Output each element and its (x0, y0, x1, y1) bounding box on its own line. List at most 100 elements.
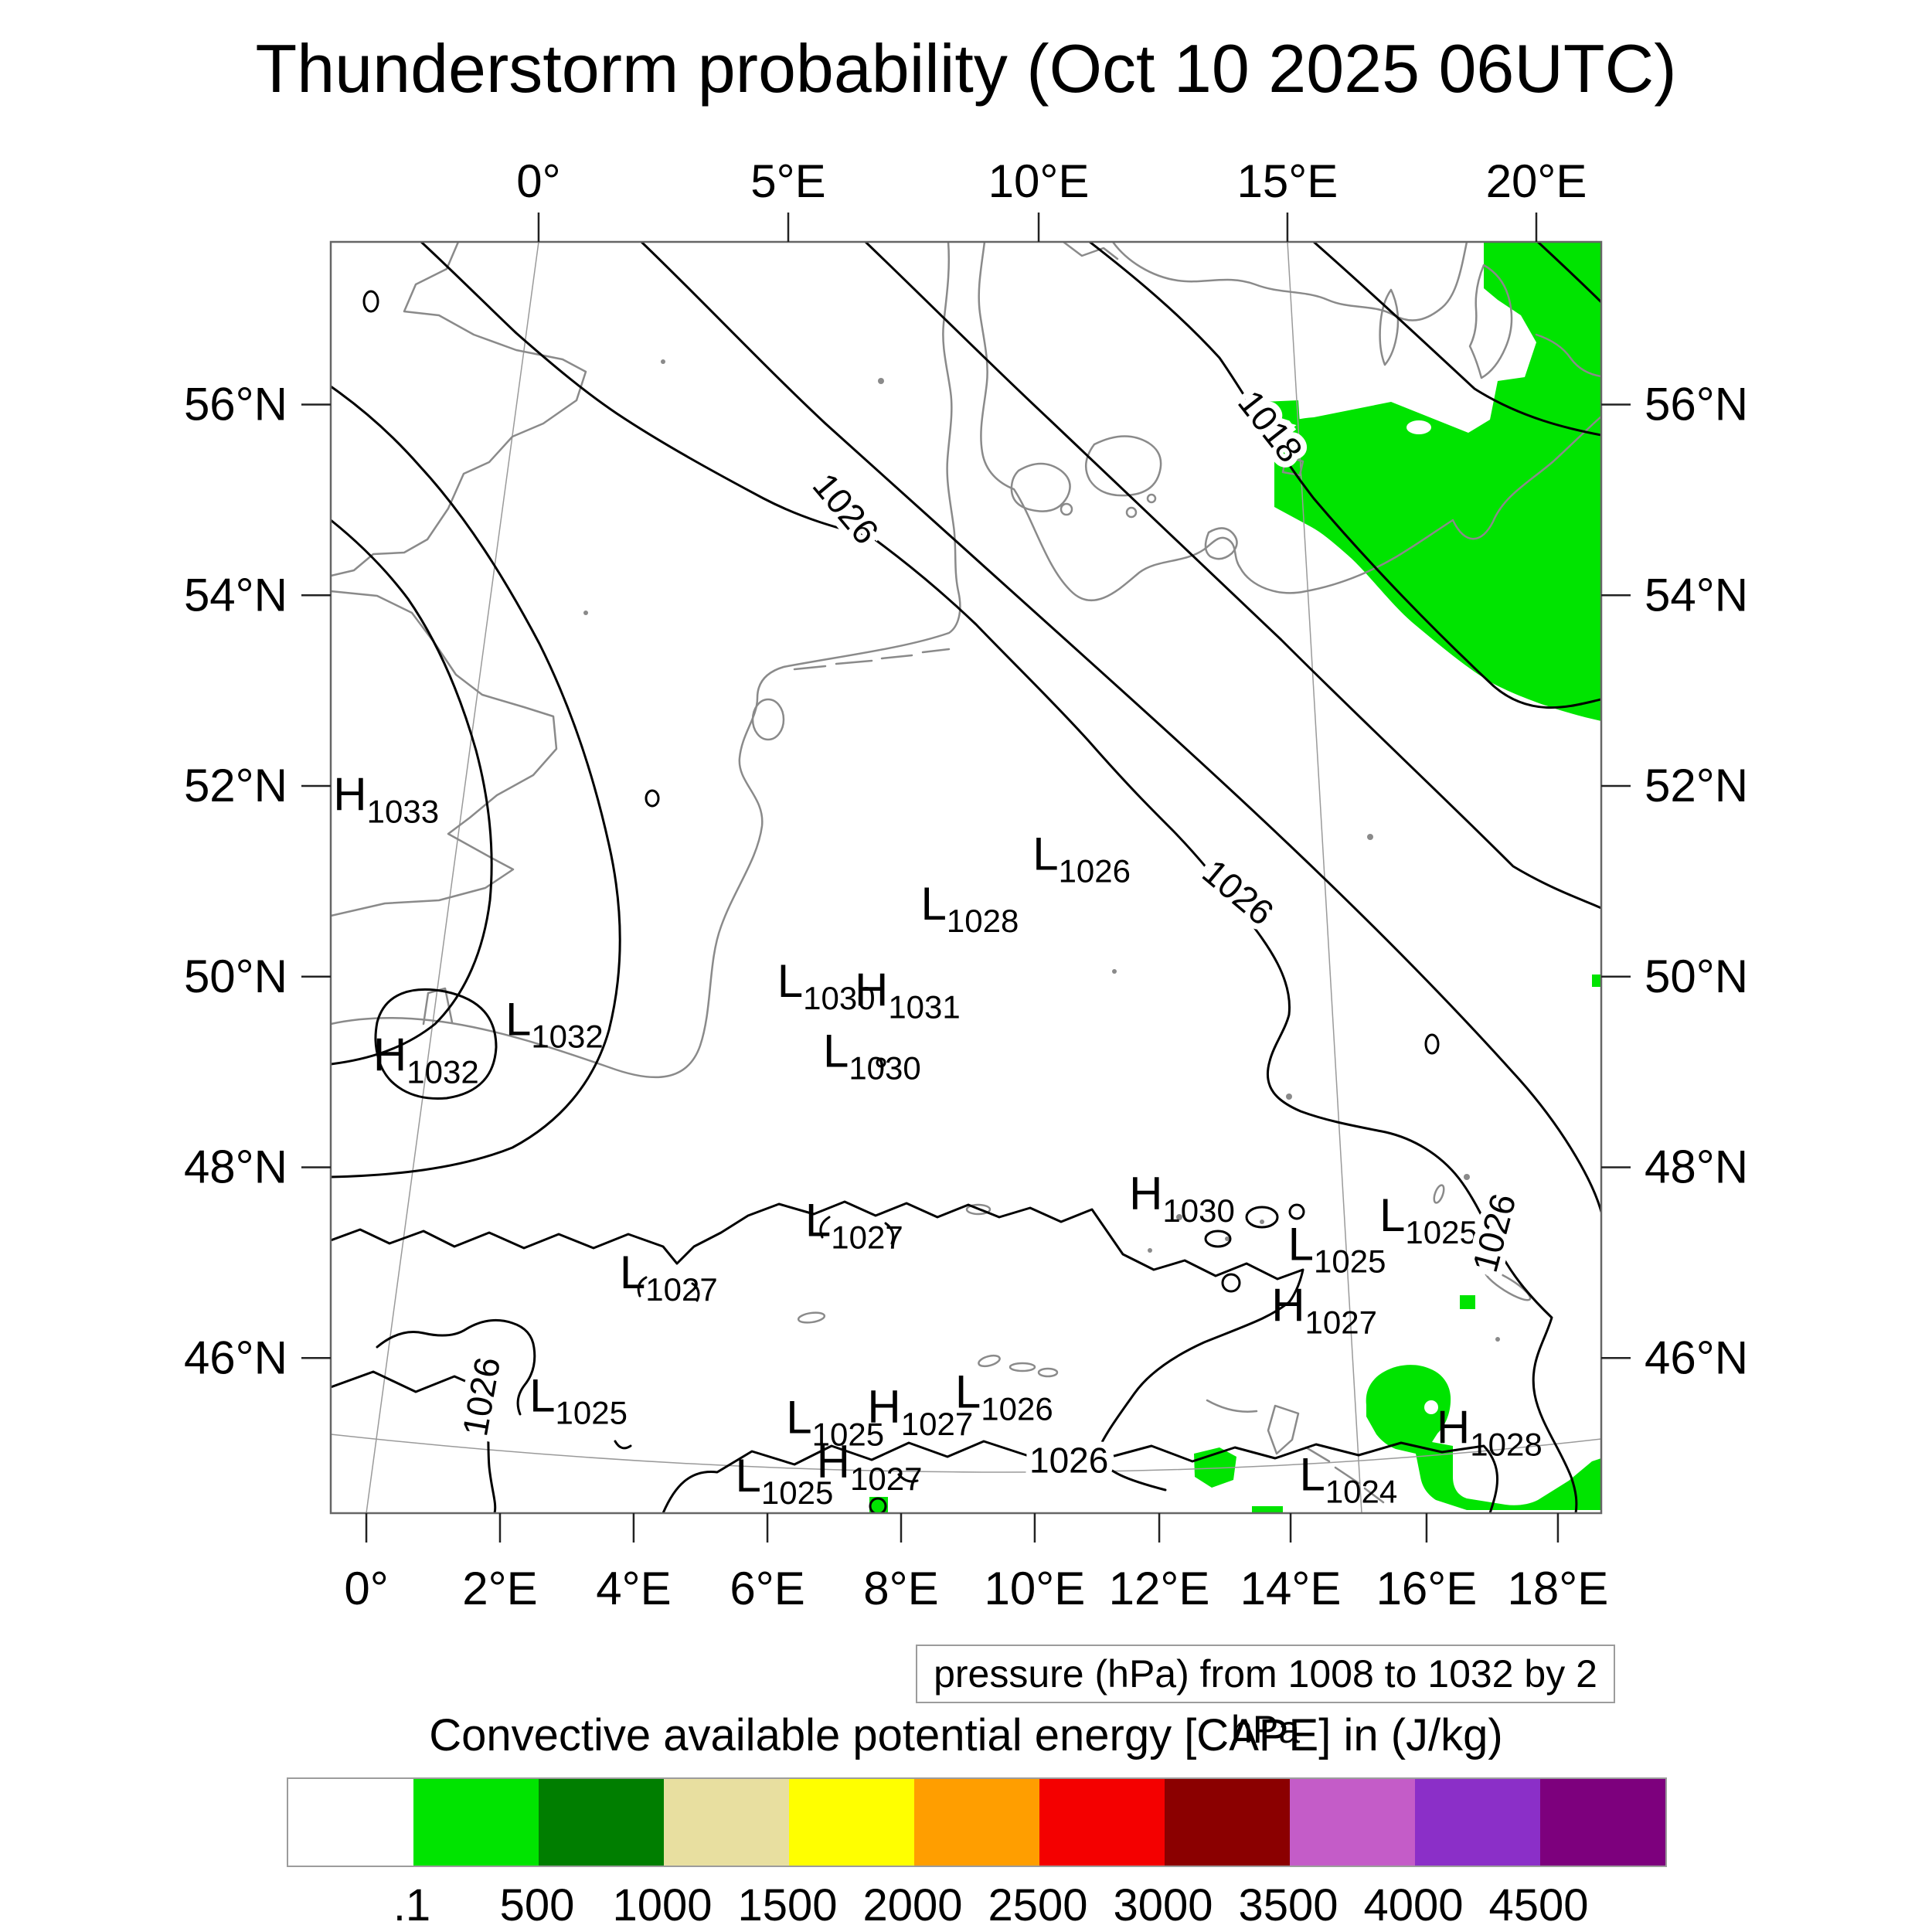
istria-peninsula (1267, 1404, 1300, 1455)
colorbar-cell (413, 1779, 539, 1866)
colorbar-cell (1165, 1779, 1290, 1866)
colorbar-tick-label: 3500 (1238, 1880, 1338, 1930)
bottom-axis-label: 14°E (1240, 1563, 1342, 1614)
coast-denmark-baltic (978, 242, 1601, 601)
pressure-center-label: H1027 (817, 1436, 923, 1497)
bottom-axis-label: 2°E (462, 1563, 537, 1614)
pressure-center-label: L1026 (1032, 828, 1131, 889)
island-sjaelland (1084, 435, 1162, 497)
bottom-axis-label: 6°E (730, 1563, 804, 1614)
top-axis-label: 0° (516, 155, 560, 207)
pressure-center-label: H1027 (867, 1381, 973, 1442)
cape-shading-layer (869, 242, 1601, 1513)
bottom-axis-label: 10°E (985, 1563, 1086, 1614)
cape-speck (1460, 1295, 1475, 1309)
map-text-labels: 0° 5°E 10°E 15°E 20°E 0° 2°E 4°E 6°E 8°E 10°E 12°E 1… (184, 155, 1748, 1614)
top-axis-label: 20°E (1486, 155, 1587, 207)
left-axis-label: 50°N (184, 951, 287, 1002)
left-axis-label: 54°N (184, 569, 287, 621)
island-fyn (1010, 462, 1071, 512)
colorbar-cell (1039, 1779, 1165, 1866)
colorbar-tick-label: 1500 (737, 1880, 838, 1930)
pressure-center-label: H1032 (373, 1029, 479, 1090)
top-axis-label: 5°E (750, 155, 825, 207)
island-oland (1379, 288, 1400, 366)
bottom-axis-label: 18°E (1508, 1563, 1609, 1614)
pressure-center-label: L1025 (529, 1369, 628, 1430)
bottom-axis-label: 16°E (1376, 1563, 1478, 1614)
coast-sweden (1111, 242, 1468, 321)
alpine-lake (978, 1354, 1001, 1368)
cape-colorbar-labels: .1 500 1000 1500 2000 2500 3000 3500 4000 4500 (0, 1879, 1932, 1932)
top-axis-label: 15°E (1237, 155, 1338, 207)
right-axis-label: 52°N (1645, 760, 1748, 811)
isobar-1026-southwest (331, 1370, 497, 1513)
left-axis-label: 52°N (184, 760, 287, 811)
top-axis-label: 10°E (988, 155, 1090, 207)
coast-scotland (331, 242, 587, 577)
pressure-center-label: H1028 (1437, 1402, 1543, 1463)
baltic-island (1125, 506, 1138, 519)
left-axis-label: 56°N (184, 379, 287, 430)
lake-geneva (797, 1311, 826, 1324)
coast-continent (331, 242, 961, 1079)
coast-cotentin (422, 987, 454, 1026)
isobar-1026-south (662, 1440, 1499, 1513)
isobar-1018-labelled (1088, 242, 1601, 709)
colorbar-cell (539, 1779, 664, 1866)
right-axis-label: 48°N (1645, 1141, 1748, 1193)
colorbar-cell (914, 1779, 1039, 1866)
pressure-center-label: L1025 (1288, 1219, 1386, 1280)
colorbar-cell (1415, 1779, 1540, 1866)
pressure-center-label: L1025 (786, 1391, 884, 1452)
left-axis-label: 46°N (184, 1332, 287, 1383)
small-closed-contours (362, 290, 1440, 1513)
alpine-lake (1009, 1362, 1036, 1372)
colorbar-cell (1290, 1779, 1415, 1866)
coast-specks (583, 359, 1500, 1342)
ijsselmeer (751, 698, 785, 741)
croatian-islands (1304, 1446, 1385, 1504)
colorbar-cell (1540, 1779, 1665, 1866)
cape-region-small (1263, 400, 1300, 427)
wadden-islands (793, 648, 951, 671)
meridian-0E (366, 242, 539, 1513)
island-ruegen (1204, 527, 1238, 560)
cape-hole (1424, 1400, 1438, 1414)
pressure-contours-layer (331, 242, 1601, 1513)
isobar-1024 (640, 242, 1601, 1213)
pressure-center-label: L1027 (805, 1194, 903, 1255)
isobar-1030 (331, 519, 493, 1066)
pressure-center-label: L1030 (823, 1026, 921, 1087)
baltic-island (1146, 493, 1157, 504)
bottom-axis-label: 12°E (1109, 1563, 1210, 1614)
colorbar-tick-label: 4500 (1488, 1880, 1589, 1930)
right-axis-label: 50°N (1645, 951, 1748, 1002)
isobar-1028 (331, 385, 621, 1179)
legend-title: Convective available potential energy [C… (429, 1710, 1503, 1760)
isobar-1026-central (331, 1200, 1304, 1492)
colorbar-tick-label: 2000 (862, 1880, 963, 1930)
lake-constance (965, 1203, 992, 1216)
parallel-45N (331, 1434, 1601, 1473)
colorbar-tick-label: .1 (393, 1880, 431, 1930)
pressure-center-label: H1033 (333, 768, 439, 829)
pressure-center-label: H1031 (855, 964, 961, 1026)
bottom-axis-label: 8°E (863, 1563, 938, 1614)
map-plot-area: 0° 5°E 10°E 15°E 20°E 0° 2°E 4°E 6°E 8°E 10°E 12°E 1… (184, 155, 1748, 1614)
contour-value-label: 1026 (1029, 1440, 1108, 1480)
lake-balaton (1484, 1269, 1532, 1301)
island-bornholm (1281, 455, 1304, 477)
isobar-1026-main (420, 242, 1578, 1513)
contour-value-label: 1026 (1195, 852, 1281, 934)
isobar-1022 (864, 242, 1601, 910)
colorbar-cell (789, 1779, 914, 1866)
coastlines-layer (331, 242, 1601, 1504)
map-ticks (301, 213, 1631, 1543)
cape-hole (1406, 420, 1431, 434)
cape-region-baltic (1274, 242, 1601, 721)
right-axis-label: 54°N (1645, 569, 1748, 621)
colorbar-tick-label: 2500 (988, 1880, 1088, 1930)
right-axis-label: 56°N (1645, 379, 1748, 430)
